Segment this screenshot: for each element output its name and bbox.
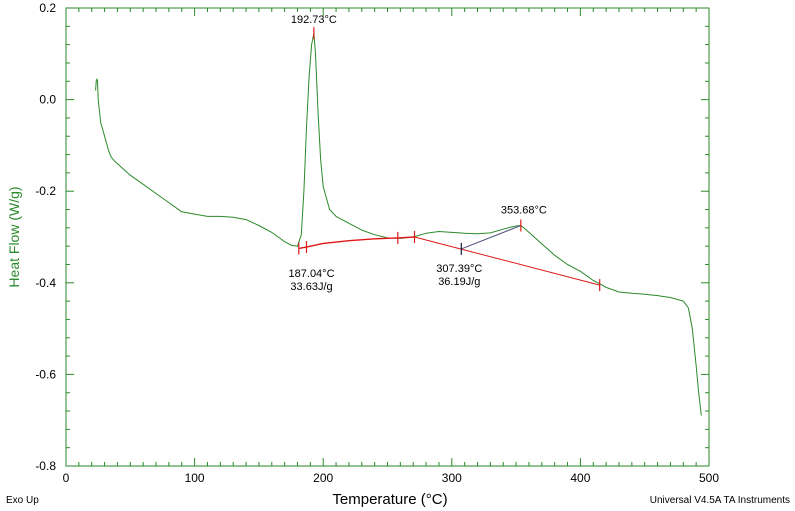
y-axis-label: Heat Flow (W/g) [6,186,22,287]
x-tick-label: 100 [185,471,205,485]
annotation-label: 353.68°C [501,205,547,217]
annotation-label: 192.73°C [291,14,337,26]
y-tick-label: -0.4 [35,276,56,290]
x-tick-label: 200 [313,471,333,485]
exo-up-label: Exo Up [6,495,39,506]
y-tick-label: -0.6 [35,367,56,381]
y-tick-label: -0.8 [35,459,56,473]
plot-frame [65,7,710,467]
x-tick-label: 0 [63,471,70,485]
x-tick-label: 300 [442,471,462,485]
y-tick-label: 0.2 [39,1,56,15]
peak-vertex-line [461,225,522,250]
instrument-label: Universal V4.5A TA Instruments [650,495,790,506]
annotation-label: 187.04°C 33.63J/g [289,268,335,293]
heat-flow-curve [95,32,702,416]
y-tick-label: -0.2 [35,184,56,198]
y-tick-label: 0.0 [39,93,56,107]
x-axis-label: Temperature (°C) [332,491,447,508]
x-tick-label: 500 [699,471,719,485]
integration-baseline-2 [414,236,600,286]
annotation-label: 307.39°C 36.19J/g [436,263,482,288]
x-tick-label: 400 [570,471,590,485]
